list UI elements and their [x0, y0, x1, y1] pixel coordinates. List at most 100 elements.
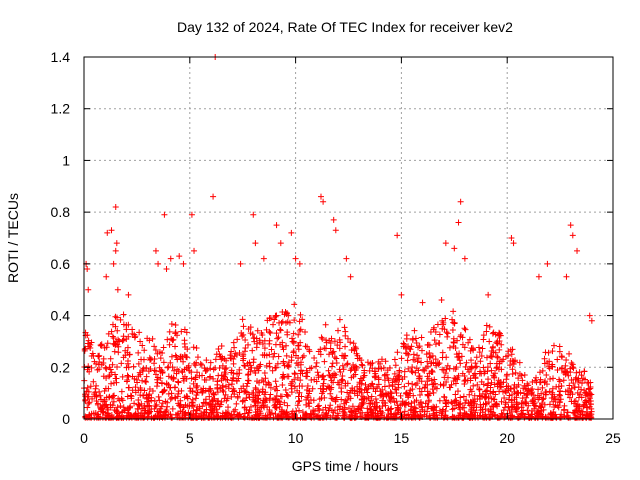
data-point: [446, 384, 453, 391]
data-point: [117, 316, 124, 323]
data-point: [261, 391, 268, 398]
data-point: [518, 372, 525, 379]
data-point: [313, 359, 320, 366]
data-point: [306, 387, 313, 394]
data-point: [208, 398, 215, 405]
data-point: [523, 392, 530, 399]
data-point: [229, 377, 236, 384]
outlier-point: [125, 291, 132, 298]
data-point: [112, 341, 119, 348]
data-point: [109, 333, 116, 340]
data-point: [266, 315, 273, 322]
data-point: [165, 411, 172, 418]
data-point: [372, 395, 379, 402]
data-point: [410, 412, 417, 419]
data-point: [151, 360, 158, 367]
outlier-point: [442, 240, 449, 247]
data-point: [164, 336, 171, 343]
data-point: [283, 342, 290, 349]
data-point: [546, 401, 553, 408]
data-point: [122, 347, 129, 354]
data-point: [120, 404, 127, 411]
data-point: [82, 396, 89, 403]
data-point: [489, 403, 496, 410]
data-point: [137, 392, 144, 399]
data-point: [515, 414, 522, 421]
data-point: [266, 406, 273, 413]
data-point: [178, 328, 185, 335]
data-point: [304, 383, 311, 390]
data-point: [500, 379, 507, 386]
data-point: [285, 359, 292, 366]
data-point: [378, 356, 385, 363]
data-point: [391, 370, 398, 377]
data-point: [581, 368, 588, 375]
data-point: [295, 362, 302, 369]
data-point: [440, 382, 447, 389]
data-point: [251, 334, 258, 341]
data-point: [152, 403, 159, 410]
plot-frame: [83, 56, 614, 420]
outlier-point: [419, 299, 426, 306]
data-point: [296, 397, 303, 404]
data-point: [341, 406, 348, 413]
data-point: [263, 362, 270, 369]
data-point: [442, 370, 449, 377]
data-point: [129, 373, 136, 380]
outlier-point: [155, 260, 162, 267]
data-point: [507, 414, 514, 421]
data-point: [350, 340, 357, 347]
data-point: [342, 382, 349, 389]
data-point: [123, 322, 130, 329]
data-point: [367, 400, 374, 407]
data-point: [510, 358, 517, 365]
data-point: [95, 353, 102, 360]
data-point: [401, 412, 408, 419]
data-point: [145, 398, 152, 405]
outlier-point: [347, 273, 354, 280]
data-point: [299, 383, 306, 390]
data-point: [203, 357, 210, 364]
data-point: [421, 367, 428, 374]
data-point: [196, 403, 203, 410]
data-point: [240, 355, 247, 362]
data-point: [493, 360, 500, 367]
outlier-point: [461, 255, 468, 262]
data-point: [352, 410, 359, 417]
data-point: [214, 389, 221, 396]
data-point: [560, 407, 567, 414]
data-point: [498, 398, 505, 405]
data-point: [98, 405, 105, 412]
data-point: [280, 346, 287, 353]
data-point: [295, 346, 302, 353]
data-point: [436, 397, 443, 404]
data-point: [146, 391, 153, 398]
data-point: [458, 353, 465, 360]
data-point: [327, 345, 334, 352]
outlier-point: [85, 286, 92, 293]
data-point: [227, 352, 234, 359]
data-point: [482, 411, 489, 418]
data-point: [314, 369, 321, 376]
data-point: [566, 350, 573, 357]
data-point: [273, 404, 280, 411]
data-point: [230, 414, 237, 421]
data-point: [144, 335, 151, 342]
chart-title: Day 132 of 2024, Rate Of TEC Index for r…: [177, 19, 513, 35]
data-point: [274, 398, 281, 405]
data-point: [157, 355, 164, 362]
data-point: [254, 378, 261, 385]
data-point: [433, 412, 440, 419]
data-point: [380, 364, 387, 371]
data-point: [115, 349, 122, 356]
outlier-point: [188, 211, 195, 218]
data-point: [134, 413, 141, 420]
data-point: [310, 397, 317, 404]
data-point: [93, 414, 100, 421]
data-point: [525, 411, 532, 418]
data-point: [401, 408, 408, 415]
data-point: [552, 396, 559, 403]
data-point: [483, 328, 490, 335]
data-point: [208, 410, 215, 417]
data-point: [161, 386, 168, 393]
